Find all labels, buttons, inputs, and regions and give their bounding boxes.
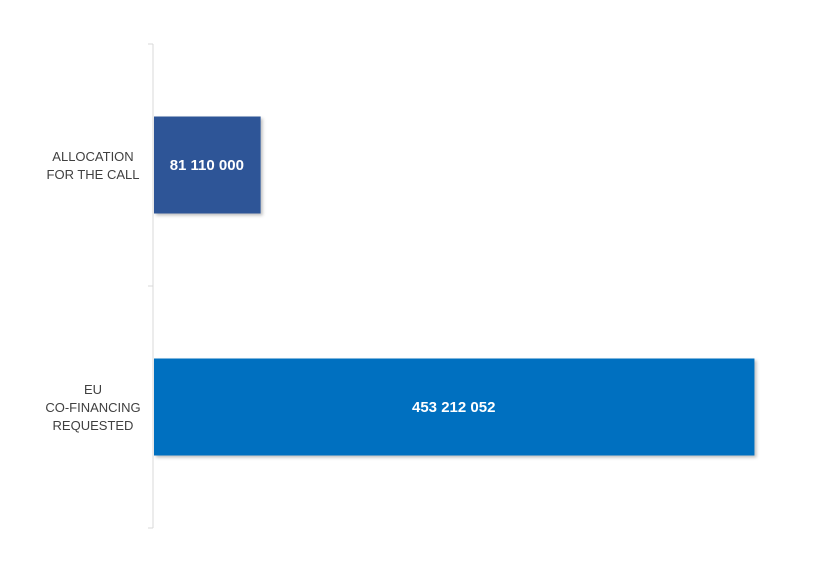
bar-1: [154, 358, 755, 456]
category-label-line: REQUESTED: [53, 418, 134, 433]
category-label-0: ALLOCATION FOR THE CALL: [47, 149, 140, 182]
category-label-line: EU: [84, 382, 102, 397]
category-label-line: FOR THE CALL: [47, 167, 140, 182]
category-label-line: ALLOCATION: [52, 149, 133, 164]
category-label-line: CO-FINANCING: [45, 400, 140, 415]
data-label-0: 81 110 000: [170, 157, 244, 174]
category-label-1: EU CO-FINANCING REQUESTED: [45, 382, 140, 433]
bar-0: [154, 116, 261, 214]
data-label-1: 453 212 052: [412, 399, 495, 416]
